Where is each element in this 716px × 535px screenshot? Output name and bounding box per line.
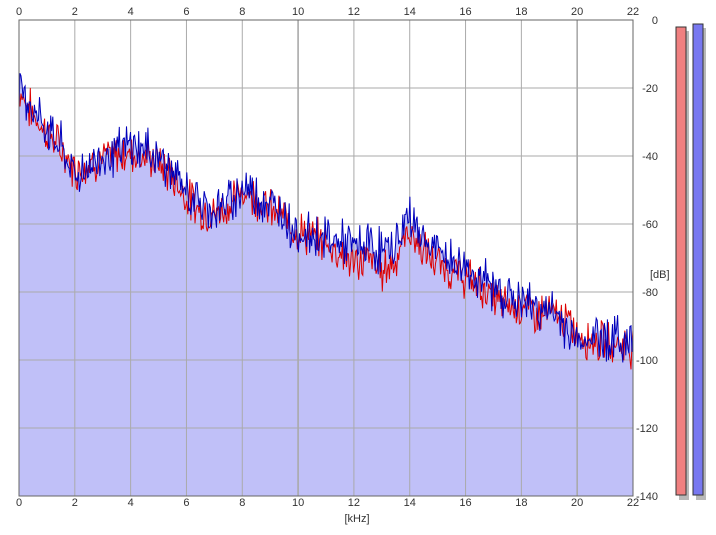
fill-area [19, 73, 633, 497]
x-tick-label: 12 [348, 497, 360, 509]
x-tick-label: 22 [627, 497, 639, 509]
left-meter-bar [675, 26, 687, 496]
x-tick-label: 6 [183, 497, 189, 509]
x-tick-label: 8 [239, 497, 245, 509]
area-fill [19, 73, 633, 497]
x-tick-label: 0 [16, 6, 22, 18]
x-tick-labels-top: 0 2 4 6 8 10 12 14 16 18 20 22 [16, 6, 639, 18]
y-tick-label: -140 [636, 491, 658, 503]
x-tick-label: 14 [404, 6, 416, 18]
x-tick-label: 0 [16, 497, 22, 509]
x-tick-label: 4 [128, 497, 134, 509]
x-tick-label: 14 [404, 497, 416, 509]
x-tick-label: 12 [348, 6, 360, 18]
y-tick-label: -100 [636, 355, 658, 367]
level-meters [675, 23, 706, 500]
x-tick-label: 22 [627, 6, 639, 18]
x-tick-label: 2 [72, 6, 78, 18]
series-lines [18, 73, 634, 370]
y-tick-label: 0 [652, 15, 658, 27]
x-tick-label: 16 [459, 6, 471, 18]
x-tick-label: 2 [72, 497, 78, 509]
x-tick-label: 18 [515, 497, 527, 509]
right-meter-bar [692, 23, 704, 496]
x-tick-label: 10 [292, 6, 304, 18]
x-tick-label: 20 [571, 6, 583, 18]
y-tick-labels: 0 -20 -40 -60 -80 -100 -120 -140 [636, 15, 658, 503]
x-tick-label: 16 [459, 497, 471, 509]
y-tick-label: -40 [642, 151, 658, 163]
x-tick-label: 4 [128, 6, 134, 18]
x-tick-label: 20 [571, 497, 583, 509]
plot-frame [18, 19, 634, 497]
x-axis-label: [kHz] [344, 513, 369, 525]
x-tick-label: 18 [515, 6, 527, 18]
x-tick-label: 6 [183, 6, 189, 18]
y-tick-label: -20 [642, 83, 658, 95]
y-tick-label: -60 [642, 219, 658, 231]
x-tick-label: 8 [239, 6, 245, 18]
y-tick-label: -120 [636, 423, 658, 435]
x-tick-labels-bottom: 0 2 4 6 8 10 12 14 16 18 20 22 [16, 497, 639, 509]
x-tick-label: 10 [292, 497, 304, 509]
y-tick-label: -80 [642, 287, 658, 299]
series-line-blue [18, 73, 634, 363]
y-axis-label: [dB] [650, 269, 670, 281]
